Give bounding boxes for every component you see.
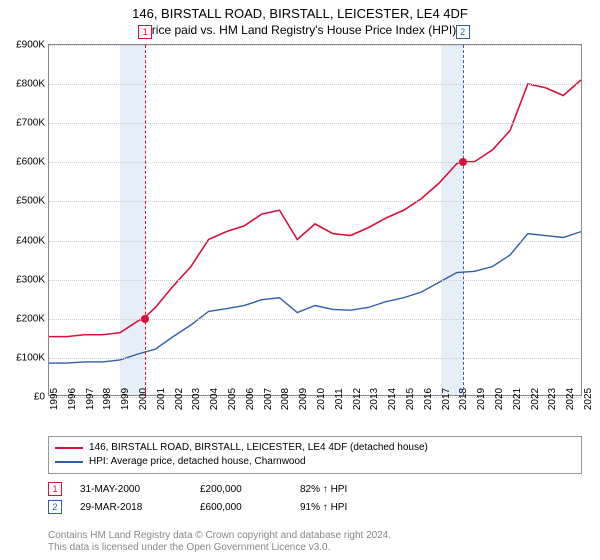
footer-line2: This data is licensed under the Open Gov… bbox=[48, 542, 391, 554]
x-tick-label: 2006 bbox=[245, 388, 256, 410]
x-tick-label: 2021 bbox=[512, 388, 523, 410]
x-tick-label: 2014 bbox=[387, 388, 398, 410]
sale-price: £200,000 bbox=[200, 484, 300, 495]
x-tick-label: 2019 bbox=[476, 388, 487, 410]
x-tick-label: 2011 bbox=[334, 388, 345, 410]
x-tick-label: 2004 bbox=[209, 388, 220, 410]
y-tick-label: £500K bbox=[16, 196, 45, 207]
x-tick-label: 2016 bbox=[423, 388, 434, 410]
sale-ratio: 91% ↑ HPI bbox=[300, 502, 420, 513]
legend-item: HPI: Average price, detached house, Char… bbox=[55, 455, 575, 469]
legend: 146, BIRSTALL ROAD, BIRSTALL, LEICESTER,… bbox=[48, 436, 582, 474]
x-tick-label: 2010 bbox=[316, 388, 327, 410]
gridline bbox=[49, 280, 581, 281]
series-line-property bbox=[49, 80, 581, 337]
plot-area: £0£100K£200K£300K£400K£500K£600K£700K£80… bbox=[48, 44, 582, 396]
x-tick-label: 1998 bbox=[102, 388, 113, 410]
series-svg bbox=[49, 45, 581, 395]
x-tick-label: 2003 bbox=[191, 388, 202, 410]
sale-row: 1 31-MAY-2000£200,00082% ↑ HPI bbox=[48, 480, 420, 498]
series-line-hpi bbox=[49, 232, 581, 363]
x-tick-label: 2002 bbox=[174, 388, 185, 410]
footer-line1: Contains HM Land Registry data © Crown c… bbox=[48, 530, 391, 542]
gridline bbox=[49, 123, 581, 124]
legend-label: HPI: Average price, detached house, Char… bbox=[89, 455, 306, 469]
y-tick-label: £600K bbox=[16, 157, 45, 168]
x-tick-label: 2018 bbox=[458, 388, 469, 410]
x-tick-label: 2007 bbox=[263, 388, 274, 410]
legend-item: 146, BIRSTALL ROAD, BIRSTALL, LEICESTER,… bbox=[55, 441, 575, 455]
x-tick-label: 1996 bbox=[67, 388, 78, 410]
footer: Contains HM Land Registry data © Crown c… bbox=[48, 530, 391, 554]
sale-point bbox=[459, 158, 467, 166]
x-tick-label: 2023 bbox=[547, 388, 558, 410]
x-tick-label: 2020 bbox=[494, 388, 505, 410]
title-block: 146, BIRSTALL ROAD, BIRSTALL, LEICESTER,… bbox=[0, 0, 600, 37]
y-tick-label: £800K bbox=[16, 79, 45, 90]
event-marker-line bbox=[145, 45, 146, 395]
x-tick-label: 2000 bbox=[138, 388, 149, 410]
y-tick-label: £300K bbox=[16, 274, 45, 285]
legend-swatch bbox=[55, 447, 83, 449]
x-tick-label: 2009 bbox=[298, 388, 309, 410]
x-tick-label: 2024 bbox=[565, 388, 576, 410]
y-tick-label: £700K bbox=[16, 118, 45, 129]
y-tick-label: £900K bbox=[16, 40, 45, 51]
y-tick-label: £400K bbox=[16, 235, 45, 246]
event-marker-box: 2 bbox=[456, 25, 470, 39]
x-tick-label: 2015 bbox=[405, 388, 416, 410]
x-tick-label: 2013 bbox=[369, 388, 380, 410]
sale-marker-box: 1 bbox=[48, 482, 62, 496]
y-tick-label: £0 bbox=[34, 392, 45, 403]
sale-date: 29-MAR-2018 bbox=[80, 502, 200, 513]
sale-ratio: 82% ↑ HPI bbox=[300, 484, 420, 495]
legend-label: 146, BIRSTALL ROAD, BIRSTALL, LEICESTER,… bbox=[89, 441, 428, 455]
y-tick-label: £100K bbox=[16, 352, 45, 363]
x-tick-label: 2025 bbox=[583, 388, 594, 410]
title-address: 146, BIRSTALL ROAD, BIRSTALL, LEICESTER,… bbox=[0, 6, 600, 21]
gridline bbox=[49, 319, 581, 320]
chart-container: 146, BIRSTALL ROAD, BIRSTALL, LEICESTER,… bbox=[0, 0, 600, 560]
legend-swatch bbox=[55, 461, 83, 463]
y-tick-label: £200K bbox=[16, 313, 45, 324]
x-tick-label: 1995 bbox=[49, 388, 60, 410]
x-tick-label: 2017 bbox=[441, 388, 452, 410]
sale-date: 31-MAY-2000 bbox=[80, 484, 200, 495]
x-tick-label: 2012 bbox=[352, 388, 363, 410]
x-tick-label: 2008 bbox=[280, 388, 291, 410]
gridline bbox=[49, 162, 581, 163]
sale-marker-box: 2 bbox=[48, 500, 62, 514]
gridline bbox=[49, 201, 581, 202]
event-marker-line bbox=[463, 45, 464, 395]
gridline bbox=[49, 45, 581, 46]
x-tick-label: 2001 bbox=[156, 388, 167, 410]
x-tick-label: 2022 bbox=[530, 388, 541, 410]
x-tick-label: 1997 bbox=[85, 388, 96, 410]
sale-point bbox=[141, 315, 149, 323]
gridline bbox=[49, 84, 581, 85]
sale-price: £600,000 bbox=[200, 502, 300, 513]
gridline bbox=[49, 358, 581, 359]
event-marker-box: 1 bbox=[138, 25, 152, 39]
x-tick-label: 1999 bbox=[120, 388, 131, 410]
x-tick-label: 2005 bbox=[227, 388, 238, 410]
sales-table: 1 31-MAY-2000£200,00082% ↑ HPI 2 29-MAR-201… bbox=[48, 480, 420, 516]
title-subtitle: Price paid vs. HM Land Registry's House … bbox=[0, 23, 600, 37]
gridline bbox=[49, 241, 581, 242]
sale-row: 2 29-MAR-2018£600,00091% ↑ HPI bbox=[48, 498, 420, 516]
